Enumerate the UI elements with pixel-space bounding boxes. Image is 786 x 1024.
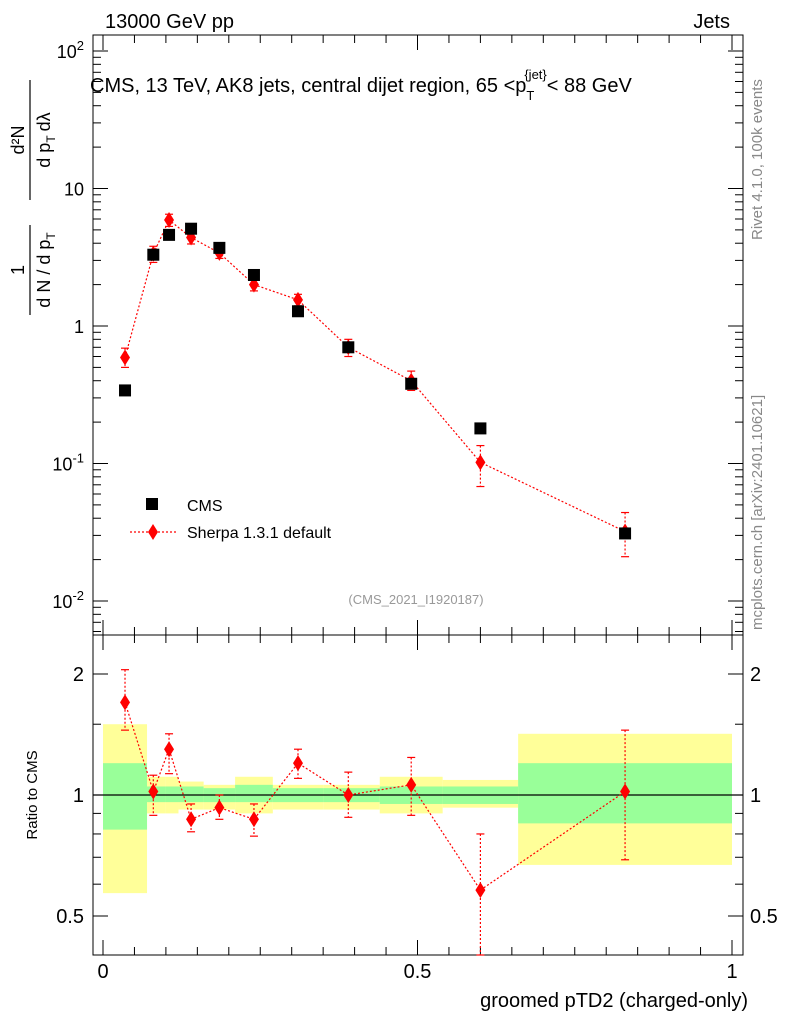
legend-mc-label: Sherpa 1.3.1 default xyxy=(187,525,332,542)
ratio-inner-band xyxy=(103,763,732,830)
data-point xyxy=(185,222,198,235)
y-axis-label-top: 1 d N / d pT d²N d pTdλ xyxy=(8,80,58,315)
inner-band-bin xyxy=(178,786,204,803)
mc-ratio-point xyxy=(406,776,417,793)
y-tick-label: 10 xyxy=(64,180,84,200)
mc-ratio-point xyxy=(120,694,131,711)
mc-ratio-point xyxy=(343,787,354,803)
data-series-top xyxy=(119,222,632,540)
y-tick-label: 10-2 xyxy=(52,588,84,612)
y-axis-label-ratio: Ratio to CMS xyxy=(24,750,41,839)
top-axis-ticks: 10-2 10-1 1 10 102 xyxy=(52,35,743,635)
legend-data-marker xyxy=(146,498,158,510)
x-axis-label: groomed pTD2 (charged-only) xyxy=(480,990,748,1012)
header-left: 13000 GeV pp xyxy=(105,11,234,33)
data-point xyxy=(163,228,176,241)
mc-ratio-point xyxy=(164,741,175,758)
mc-series-ratio xyxy=(120,669,631,956)
mc-ratio-point xyxy=(620,783,631,800)
mc-ratio-point xyxy=(292,755,303,772)
mc-point xyxy=(164,212,175,229)
mc-point xyxy=(475,454,486,471)
mc-ratio-point xyxy=(214,799,225,816)
analysis-id: (CMS_2021_I1920187) xyxy=(348,592,483,607)
plot-title: CMS, 13 TeV, AK8 jets, central dijet reg… xyxy=(90,67,632,103)
legend: CMS Sherpa 1.3.1 default xyxy=(130,498,332,542)
y-tick-label: 1 xyxy=(74,317,84,337)
mc-line-top xyxy=(124,219,626,533)
ratio-tick-label: 1 xyxy=(73,785,84,807)
inner-band-bin xyxy=(165,786,179,803)
x-tick-label: 0.5 xyxy=(404,961,432,983)
legend-data-label: CMS xyxy=(187,498,223,515)
data-point xyxy=(342,341,355,354)
data-point xyxy=(619,527,632,540)
ratio-tick-label: 2 xyxy=(73,664,84,686)
legend-mc-marker xyxy=(148,524,158,540)
data-point xyxy=(247,268,260,281)
ratio-tick-label-right: 1 xyxy=(750,785,761,807)
mc-point xyxy=(292,291,303,308)
svg-text:d N / d pT: d N / d pT xyxy=(34,232,58,308)
data-point xyxy=(405,377,418,390)
mc-point xyxy=(120,349,131,366)
side-text-rivet: Rivet 4.1.0, 100k events xyxy=(749,79,766,240)
svg-text:d²N: d²N xyxy=(8,125,28,154)
ratio-axis-ticks: 0.5 0.5 1 1 2 2 0 0.5 1 xyxy=(56,635,778,983)
svg-text:1: 1 xyxy=(8,265,28,275)
top-panel-frame xyxy=(92,34,744,636)
data-point xyxy=(213,241,226,254)
data-point xyxy=(474,422,487,435)
data-point xyxy=(147,248,160,261)
inner-band-bin xyxy=(235,784,273,803)
data-point xyxy=(119,384,132,397)
ratio-tick-label: 0.5 xyxy=(56,906,84,928)
y-tick-label: 10-1 xyxy=(52,451,84,475)
mc-ratio-point xyxy=(248,811,259,828)
x-tick-label: 0 xyxy=(97,961,108,983)
x-tick-label: 1 xyxy=(726,961,737,983)
inner-band-bin xyxy=(103,763,148,830)
y-tick-label: 102 xyxy=(57,38,84,62)
ratio-tick-label-right: 0.5 xyxy=(750,906,778,928)
svg-text:d pTdλ: d pTdλ xyxy=(34,112,58,167)
mc-ratio-point xyxy=(186,811,197,828)
mc-ratio-point xyxy=(148,783,159,800)
data-point xyxy=(291,305,304,318)
header-right: Jets xyxy=(693,11,730,33)
mc-ratio-point xyxy=(475,882,486,899)
ratio-tick-label-right: 2 xyxy=(750,664,761,686)
side-text-mcplots: mcplots.cern.ch [arXiv:2401.10621] xyxy=(749,395,766,630)
